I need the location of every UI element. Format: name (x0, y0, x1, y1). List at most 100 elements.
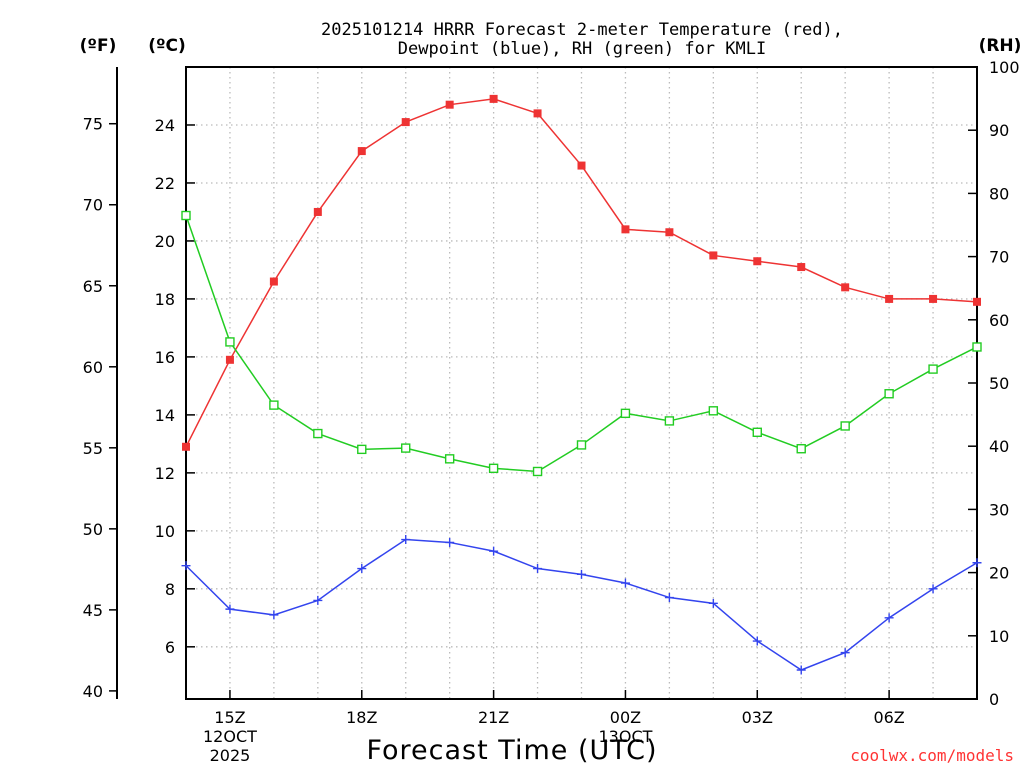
dewpoint-data-point (313, 595, 323, 605)
rh-data-point (972, 342, 982, 352)
celsius-unit-label: (ºC) (148, 36, 186, 56)
rh-data-point (444, 454, 455, 464)
x-tick-label: 15Z (214, 708, 245, 727)
rh-tick-label: 20 (989, 564, 1009, 583)
rh-data-point (488, 463, 499, 474)
rh-data-point (576, 440, 587, 450)
fahrenheit-tick-label: 45 (83, 601, 103, 620)
dewpoint-data-point (620, 578, 630, 588)
temperature-data-point (797, 263, 806, 272)
rh-tick-label: 60 (989, 311, 1009, 330)
rh-tick-label: 40 (989, 437, 1009, 456)
rh-tick-label: 70 (989, 248, 1009, 267)
temperature-data-point (621, 225, 630, 234)
temperature-data-point (445, 100, 454, 109)
dewpoint-data-point (181, 561, 191, 571)
temperature-data-point (533, 109, 542, 118)
rh-data-point (181, 210, 191, 221)
rh-tick-label: 80 (989, 184, 1009, 203)
rh-data-point (664, 416, 675, 426)
rh-tick-label: 30 (989, 500, 1009, 519)
temperature-data-point (929, 294, 938, 303)
rh-data-point (269, 400, 279, 410)
dewpoint-data-point (533, 564, 543, 574)
rh-data-point (532, 466, 543, 477)
rh-tick-label: 50 (989, 374, 1009, 393)
temperature-data-point (665, 228, 674, 237)
rh-data-point (313, 428, 323, 439)
rh-data-point (401, 443, 411, 453)
rh-data-point (708, 406, 719, 416)
celsius-tick-label: 20 (155, 232, 175, 251)
temperature-data-point (753, 257, 762, 266)
rh-data-point (796, 444, 806, 454)
celsius-tick-label: 16 (155, 348, 175, 367)
dewpoint-data-point (972, 558, 982, 568)
fahrenheit-tick-label: 75 (83, 115, 103, 134)
axes: 6 8 10 12 14 16 18 20 22 24 40 45 50 55 60 65 70 75 0 10 20 3… (83, 58, 1020, 765)
fahrenheit-tick-label: 40 (83, 682, 103, 701)
rh-tick-label: 100 (989, 58, 1020, 77)
fahrenheit-tick-label: 65 (83, 277, 103, 296)
rh-unit-label: (RH) (979, 36, 1022, 56)
rh-data-point (884, 389, 894, 399)
series-layer (181, 94, 982, 675)
rh-data-point (928, 364, 938, 374)
x-tick-date-label: 13OCT (598, 727, 652, 746)
dewpoint-series-line (185, 538, 978, 671)
temperature-data-point (401, 118, 410, 127)
rh-tick-label: 90 (989, 121, 1009, 140)
fahrenheit-tick-label: 50 (83, 520, 103, 539)
x-tick-label: 18Z (346, 708, 377, 727)
x-tick-label: 21Z (478, 708, 509, 727)
rh-tick-label: 10 (989, 627, 1009, 646)
dewpoint-data-point (401, 535, 411, 545)
x-tick-label: 03Z (742, 708, 773, 727)
fahrenheit-unit-label: (ºF) (80, 36, 117, 56)
dewpoint-data-point (269, 610, 279, 620)
rh-data-point (620, 408, 631, 419)
dewpoint-data-point (664, 593, 674, 603)
chart-title-line-2: Dewpoint (blue), RH (green) for KMLI (398, 39, 766, 59)
temperature-data-point (489, 94, 498, 103)
fahrenheit-tick-label: 55 (83, 439, 103, 458)
dewpoint-data-point (840, 648, 850, 658)
celsius-tick-label: 24 (155, 116, 175, 135)
x-tick-label: 06Z (873, 708, 904, 727)
rh-tick-label: 0 (989, 690, 999, 709)
temperature-data-point (973, 297, 981, 306)
rh-data-point (752, 427, 762, 437)
temperature-data-point (182, 442, 190, 451)
grid-lines (186, 67, 977, 699)
x-axis-title: Forecast Time (UTC) (366, 735, 657, 766)
temperature-data-point (577, 161, 586, 170)
rh-data-point (840, 421, 850, 431)
dewpoint-data-point (752, 636, 762, 646)
dewpoint-data-point (577, 569, 586, 579)
temperature-data-point (269, 277, 278, 286)
dewpoint-data-point (445, 537, 455, 547)
dewpoint-data-point (708, 598, 718, 608)
dewpoint-data-point (796, 665, 806, 675)
dewpoint-data-point (225, 604, 235, 614)
rh-data-point (357, 444, 367, 455)
dewpoint-data-point (357, 564, 367, 574)
celsius-tick-label: 14 (155, 406, 175, 425)
fahrenheit-tick-label: 60 (83, 358, 103, 377)
temperature-data-point (885, 294, 894, 303)
fahrenheit-tick-label: 70 (83, 196, 103, 215)
celsius-tick-label: 10 (155, 522, 175, 541)
dewpoint-data-point (928, 584, 938, 594)
celsius-tick-label: 18 (155, 290, 175, 309)
temperature-data-point (709, 251, 718, 260)
temperature-data-point (841, 283, 850, 292)
temperature-data-point (357, 147, 366, 156)
celsius-tick-label: 22 (155, 174, 175, 193)
dewpoint-data-point (489, 546, 499, 556)
temperature-data-point (225, 355, 234, 364)
x-tick-date-label: 12OCT (203, 727, 257, 746)
celsius-tick-label: 8 (165, 580, 175, 599)
celsius-tick-label: 6 (165, 638, 175, 657)
rh-data-point (225, 337, 235, 347)
